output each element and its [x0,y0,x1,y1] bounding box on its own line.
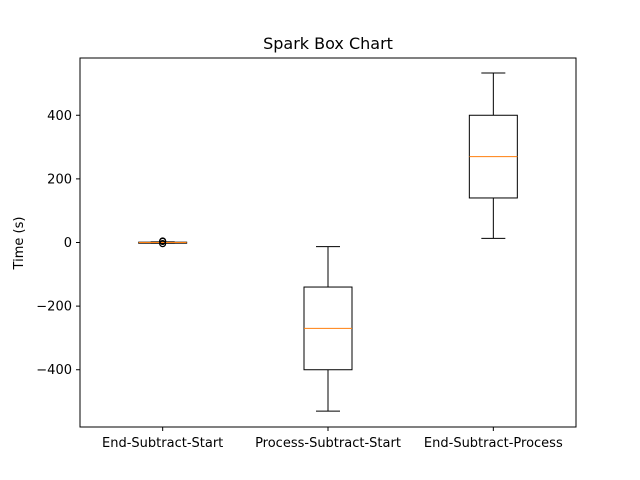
axes-frame [79,57,577,428]
y-tick-label: 400 [47,109,72,124]
outlier-point [159,239,167,247]
chart-title: Spark Box Chart [263,34,393,53]
y-tick-label: 0 [64,236,72,251]
x-tick-label: Process-Subtract-Start [255,436,401,451]
outlier-point [159,237,167,245]
x-tick-label: End-Subtract-Start [102,436,223,451]
x-tick-label: End-Subtract-Process [424,436,563,451]
y-tick-label: 200 [47,172,72,187]
y-axis-label: Time (s) [12,217,27,271]
y-tick-label: −400 [36,363,72,378]
y-tick-label: −200 [36,300,72,315]
plot-area: −400 −200 0 200 400 End-Subtract-Start Process… [36,72,563,451]
